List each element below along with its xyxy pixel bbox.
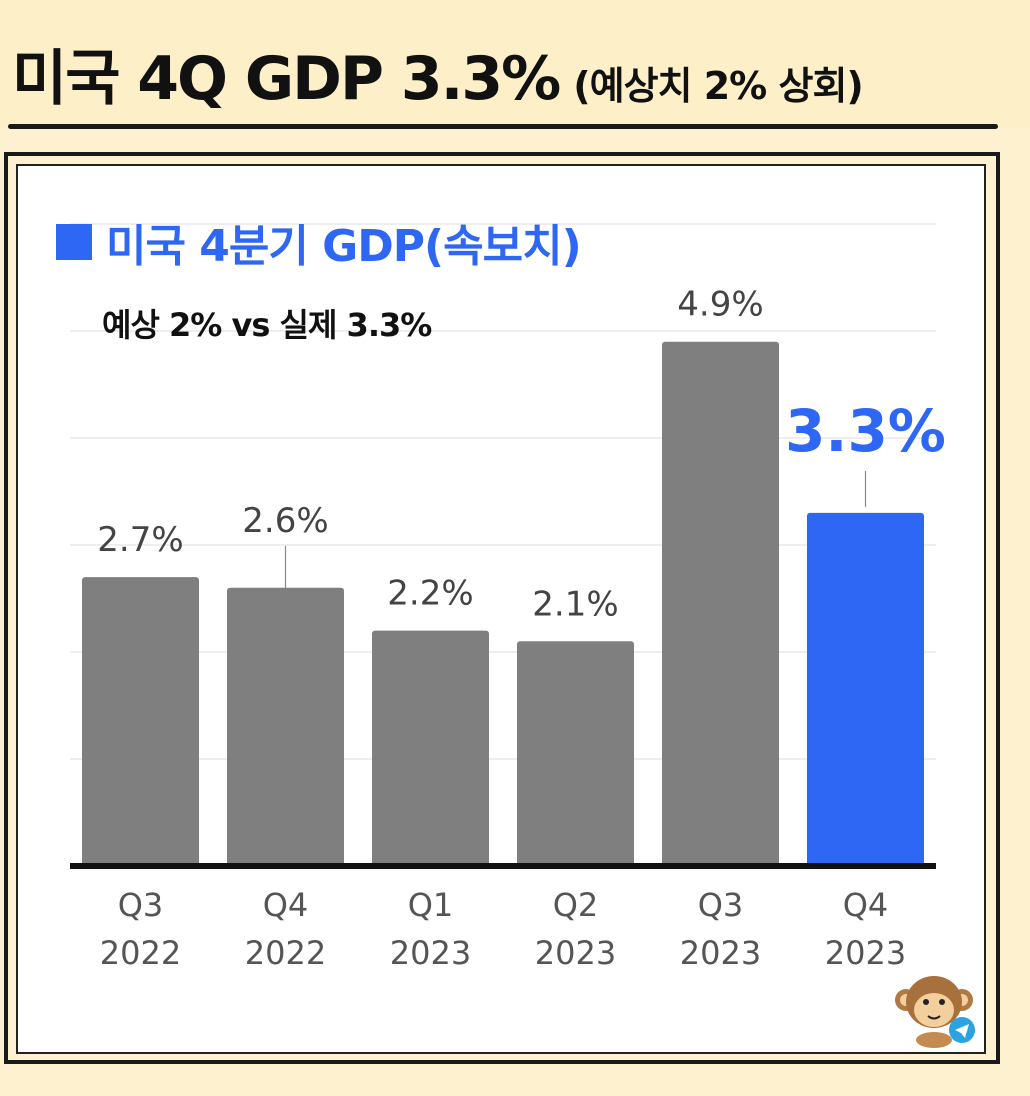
data-label: 2.6% — [242, 501, 328, 541]
title-underline — [8, 124, 998, 129]
bar — [82, 577, 199, 866]
data-label: 4.9% — [677, 285, 763, 325]
headline-subtitle: (예상치 2% 상회) — [573, 64, 864, 108]
data-label: 2.7% — [97, 520, 183, 560]
telegram-icon — [949, 1017, 975, 1043]
tick-label: 2022 — [100, 934, 181, 972]
tick-label: 2023 — [680, 934, 761, 972]
bar — [807, 512, 924, 866]
tick-label: Q3 — [698, 886, 744, 924]
tick-label: 2023 — [535, 934, 616, 972]
tick-label: 2022 — [245, 934, 326, 972]
bar — [372, 630, 489, 866]
bar — [517, 641, 634, 866]
tick-label: Q1 — [408, 886, 454, 924]
bar — [227, 587, 344, 866]
data-label: 3.3% — [785, 397, 946, 465]
tick-label: Q3 — [118, 886, 164, 924]
chart-legend: 미국 4분기 GDP(속보치) — [56, 212, 582, 272]
data-label: 2.2% — [387, 574, 473, 614]
tick-label: 2023 — [390, 934, 471, 972]
legend-swatch — [56, 224, 92, 260]
chart-title: 미국 4분기 GDP(속보치) — [106, 221, 582, 272]
tick-label: 2023 — [825, 934, 906, 972]
chart-annotation: 예상 2% vs 실제 3.3% — [102, 306, 432, 344]
data-label: 2.1% — [532, 584, 618, 624]
page-title: 미국 4Q GDP 3.3% (예상치 2% 상회) — [12, 30, 864, 117]
headline-main: 미국 4Q GDP 3.3% — [12, 44, 561, 114]
monkey-mascot-icon — [895, 976, 975, 1048]
bar — [662, 341, 779, 866]
tick-label: Q4 — [263, 886, 309, 924]
title-bar: 미국 4Q GDP 3.3% (예상치 2% 상회) — [0, 0, 1030, 128]
tick-label: Q4 — [843, 886, 889, 924]
tick-label: Q2 — [553, 886, 599, 924]
